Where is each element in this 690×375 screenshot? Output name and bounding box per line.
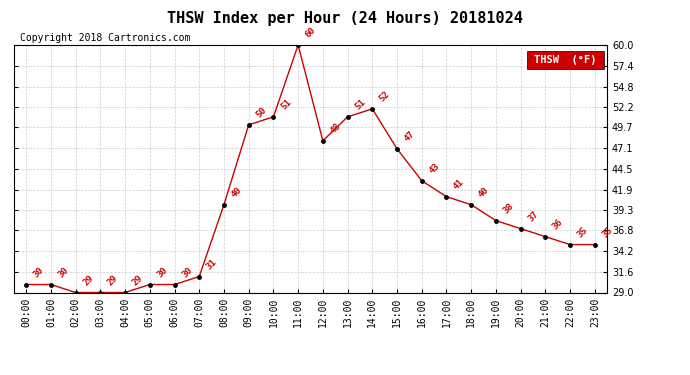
Text: 30: 30 — [155, 265, 169, 279]
Text: 30: 30 — [57, 265, 70, 279]
Text: 29: 29 — [106, 273, 120, 287]
Text: 52: 52 — [378, 89, 392, 104]
Text: 43: 43 — [427, 161, 442, 175]
Text: 38: 38 — [502, 201, 515, 215]
Text: 37: 37 — [526, 209, 540, 223]
FancyBboxPatch shape — [527, 51, 604, 69]
Text: 40: 40 — [477, 185, 491, 199]
Text: Copyright 2018 Cartronics.com: Copyright 2018 Cartronics.com — [20, 33, 190, 42]
Text: 48: 48 — [328, 121, 342, 135]
Text: 29: 29 — [81, 273, 95, 287]
Text: 30: 30 — [180, 265, 194, 279]
Text: 36: 36 — [551, 217, 565, 231]
Text: THSW Index per Hour (24 Hours) 20181024: THSW Index per Hour (24 Hours) 20181024 — [167, 11, 523, 26]
Text: 35: 35 — [575, 225, 590, 239]
Text: 51: 51 — [353, 98, 367, 111]
Text: 29: 29 — [130, 273, 145, 287]
Text: 40: 40 — [230, 185, 244, 199]
Text: 41: 41 — [452, 177, 466, 191]
Text: 31: 31 — [205, 257, 219, 271]
Text: 51: 51 — [279, 98, 293, 111]
Text: 60: 60 — [304, 26, 317, 39]
Text: 30: 30 — [32, 265, 46, 279]
Text: THSW  (°F): THSW (°F) — [535, 55, 597, 65]
Text: 50: 50 — [254, 105, 268, 119]
Text: 35: 35 — [600, 225, 614, 239]
Text: 47: 47 — [402, 129, 417, 143]
